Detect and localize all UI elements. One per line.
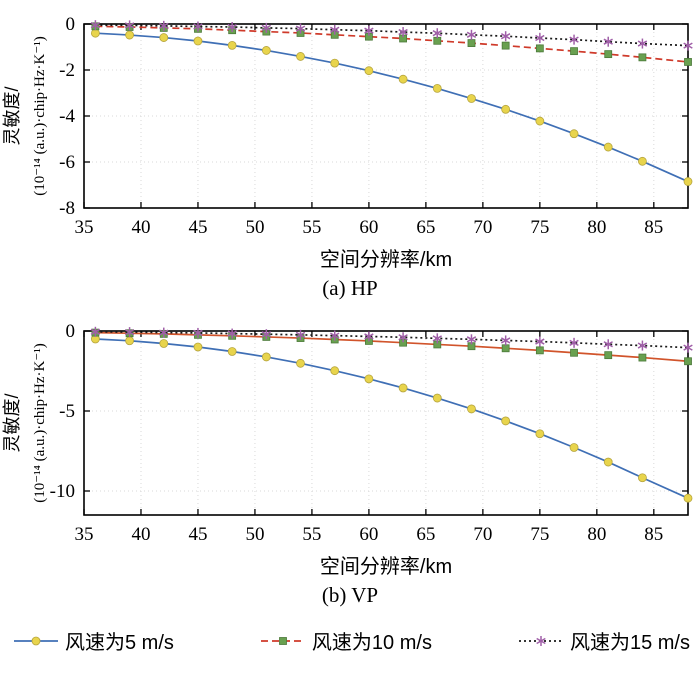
star-marker-icon [227,328,237,339]
star-marker-icon [603,339,613,350]
star-marker-icon [500,335,511,346]
y-tick-label: 0 [66,14,76,35]
y-tick-label: -5 [59,401,75,422]
y-tick-label: -6 [59,152,75,173]
star-marker-icon [295,23,306,34]
chart-hp-block: 35 40 45 50 55 60 65 70 75 80 85 0 -2 -4 -6 -8 空间分辨率/km 灵… [0,12,700,301]
y-tick-label: -8 [59,198,75,219]
x-tick-label: 70 [473,524,492,545]
chart-vp-block: 35 40 45 50 55 60 65 70 75 80 85 0 -5 -10 空间分辨率/km 灵敏度/… [0,319,700,608]
x-tick-label: 55 [302,217,321,238]
x-tick-label: 80 [587,217,606,238]
star-marker-icon [261,22,272,33]
y-axis-label-line1: 灵敏度/ [2,86,22,145]
star-marker-icon [124,20,135,31]
vp-chart: 35 40 45 50 55 60 65 70 75 80 85 0 -5 -10 空间分辨率/km 灵敏度/… [2,321,693,578]
axes-box [83,330,689,516]
x-tick-label: 45 [188,524,207,545]
legend-swatch-15ms-icon [518,635,563,646]
x-tick-label: 65 [416,217,435,238]
star-marker-icon [364,25,374,36]
x-tick-label: 70 [473,217,492,238]
vp-caption: (b) VP [321,583,379,607]
x-axis-label: 空间分辨率/km [320,248,452,271]
legend-label-5ms: 风速为5 m/s [65,632,174,654]
x-tick-label: 85 [644,217,663,238]
star-marker-icon [683,342,693,353]
star-marker-icon [193,21,203,32]
x-tick-label: 60 [359,217,378,238]
y-axis-label-line2: (10⁻¹⁴ (a.u.)·chip·Hz·K⁻¹) [32,36,48,196]
star-marker-icon [466,334,477,345]
star-marker-icon [330,24,340,35]
star-marker-icon [569,337,579,348]
star-marker-icon [124,327,135,338]
x-tick-label: 75 [530,217,549,238]
y-axis-label-line2: (10⁻¹⁴ (a.u.)·chip·Hz·K⁻¹) [32,343,48,503]
legend-swatch-10ms-icon [260,636,305,645]
legend: 风速为5 m/s 风速为10 m/s 风速为15 m/s [0,616,700,655]
y-tick-label: 0 [66,321,76,342]
x-tick-label: 85 [644,524,663,545]
x-tick-label: 40 [131,217,150,238]
legend-label-10ms: 风速为10 m/s [311,632,432,654]
star-marker-icon [603,36,613,47]
x-tick-label: 50 [245,217,264,238]
star-marker-icon [90,20,101,31]
series-2 [90,326,693,353]
star-marker-icon [535,336,545,347]
legend-label-15ms: 风速为15 m/s [569,632,690,654]
x-tick-label: 75 [530,524,549,545]
star-marker-icon [466,29,477,40]
x-tick-label: 50 [245,524,264,545]
x-tick-label: 35 [75,217,94,238]
x-tick-label: 60 [359,524,378,545]
star-marker-icon [683,40,693,51]
x-tick-label: 45 [188,217,207,238]
star-marker-icon [159,327,169,338]
hp-caption: (a) HP [322,276,378,300]
star-marker-icon [432,333,442,344]
x-axis-label: 空间分辨率/km [320,555,452,578]
series-0 [90,28,693,186]
series-1 [91,328,692,366]
series-2 [90,20,693,51]
star-marker-icon [295,329,306,340]
legend-item-10ms: 风速为10 m/s [259,626,432,655]
star-marker-icon [261,329,272,340]
star-marker-icon [637,38,648,49]
star-marker-icon [536,635,546,646]
y-tick-label: -10 [50,481,75,502]
star-marker-icon [398,27,408,38]
x-tick-label: 35 [75,524,94,545]
star-marker-icon [637,340,648,351]
star-marker-icon [364,331,374,342]
star-marker-icon [398,332,408,343]
figure: 35 40 45 50 55 60 65 70 75 80 85 0 -2 -4 -6 -8 空间分辨率/km 灵… [0,12,700,655]
star-marker-icon [569,34,579,45]
star-marker-icon [90,326,101,337]
y-tick-label: -4 [59,106,75,127]
x-tick-label: 40 [131,524,150,545]
star-marker-icon [330,330,340,341]
star-marker-icon [193,327,203,338]
series-0 [90,334,693,503]
x-tick-label: 65 [416,524,435,545]
legend-swatch-5ms-icon [14,636,58,645]
legend-item-15ms: 风速为15 m/s [517,626,690,655]
y-axis-label-line1: 灵敏度/ [2,393,22,452]
star-marker-icon [432,28,442,39]
hp-chart: 35 40 45 50 55 60 65 70 75 80 85 0 -2 -4 -6 -8 空间分辨率/km 灵… [2,14,693,271]
star-marker-icon [227,21,237,32]
star-marker-icon [535,33,545,44]
axes-box [83,23,689,209]
star-marker-icon [500,31,511,42]
star-marker-icon [159,20,169,31]
legend-item-5ms: 风速为5 m/s [12,626,174,655]
x-tick-label: 80 [587,524,606,545]
series-1 [91,22,692,66]
x-tick-label: 55 [302,524,321,545]
y-tick-label: -2 [59,60,75,81]
